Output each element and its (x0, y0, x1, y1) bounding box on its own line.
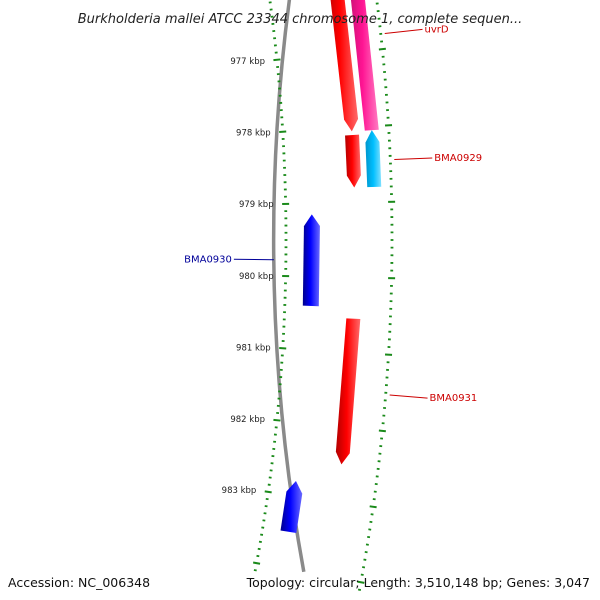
minor-tick (357, 588, 362, 591)
labels-layer: uvrD BMA0929 BMA0930 BMA0931 (184, 24, 482, 404)
major-tick (252, 561, 261, 565)
tick-label: 977 kbp (230, 57, 265, 67)
tick-label: 983 kbp (222, 486, 257, 496)
gene-label-line (389, 394, 428, 399)
gene-label-uvrd[interactable]: uvrD (425, 24, 449, 35)
gene-arrow[interactable] (280, 481, 303, 534)
tick-label: 980 kbp (239, 272, 274, 282)
feature-segment (350, 0, 379, 131)
tick-label: 981 kbp (236, 344, 271, 354)
major-tick (378, 47, 386, 51)
gene-label-bma0931[interactable]: BMA0931 (430, 393, 478, 404)
topology-text: Topology: circular; Length: 3,510,148 bp… (246, 575, 590, 590)
major-tick (378, 429, 386, 433)
tick-label: 979 kbp (239, 200, 274, 210)
gene-label-bma0930[interactable]: BMA0930 (184, 254, 232, 265)
inner-tick-ring (252, 1, 290, 572)
gene-arrow-bma0930[interactable] (302, 214, 320, 307)
major-tick (273, 418, 281, 422)
features-layer (350, 0, 382, 188)
feature-segment (365, 130, 382, 188)
tick-label: 982 kbp (230, 415, 265, 425)
major-tick (369, 505, 377, 509)
backbone-circle (271, 0, 306, 573)
tick-label: 978 kbp (236, 129, 271, 139)
accession-text: Accession: NC_006348 (8, 575, 150, 590)
minor-tick (253, 569, 257, 572)
major-tick (273, 58, 281, 62)
gene-label-bma0929[interactable]: BMA0929 (434, 153, 482, 164)
major-tick (357, 580, 365, 584)
genes-layer (280, 0, 361, 534)
gene-arrow-uvrd[interactable] (325, 0, 359, 132)
outer-tick-ring (357, 2, 396, 591)
backbone-layer (271, 0, 306, 573)
gene-label-line (384, 28, 423, 34)
gene-label-line (394, 157, 433, 161)
map-title: Burkholderia mallei ATCC 23344 chromosom… (78, 12, 523, 27)
major-tick (264, 490, 272, 494)
gene-arrow-bma0929[interactable] (345, 134, 361, 188)
gene-arrow-bma0931[interactable] (335, 318, 361, 465)
